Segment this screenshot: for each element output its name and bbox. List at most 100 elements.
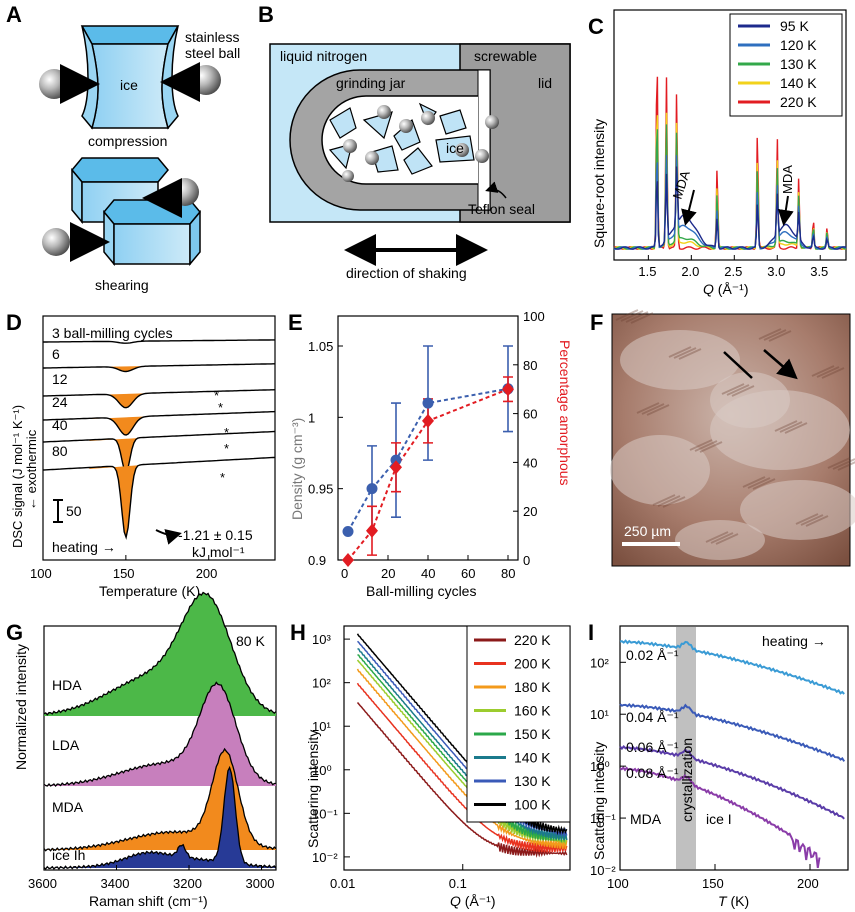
shaking-label: direction of shaking [346,265,467,281]
i-curve-1 [619,702,846,762]
mda-arrow-1 [681,189,697,226]
mda-region-label: MDA [630,811,662,827]
panel-g: G 80 K HDA LDA MDA ice Ih Normalized intens… [6,591,277,909]
micrograph-streak-32 [715,533,739,545]
xrd-curve-3 [613,112,847,250]
panel-f-label: F [590,310,603,335]
dsc-peak-fill-4 [89,436,163,473]
panel-d-frame [42,315,276,561]
dsc-cycle-label-0: 3 ball-milling cycles [52,325,173,341]
legend-label-1: 120 K [780,37,817,53]
xrd-curves [613,76,847,250]
panel-d-ylabel-2: ← exothermic [24,429,39,510]
g-tick-label-2: 3200 [173,876,202,891]
crystallization-label: crystallization [679,738,695,822]
h-xtick-label-1: 0.1 [449,876,467,891]
micrograph-streak-35 [646,404,670,416]
liquid-nitrogen-label: liquid nitrogen [280,48,367,64]
c-tick-label-2: 2.5 [724,264,742,279]
mda-annotation-2: MDA [780,165,795,194]
legend-label-2: 130 K [780,56,817,72]
xrd-curve-0 [613,166,847,250]
dsc-asterisk-0: * [214,388,219,403]
micrograph-streak-37 [752,478,776,490]
e-xtick-label-1: 20 [381,566,395,581]
compression-label: compression [88,133,167,149]
e-ltick-label-2: 1 [308,410,315,425]
enthalpy-unit: kJ mol⁻¹ [192,544,245,560]
panel-c-ticks: 1.5 2.0 2.5 3.0 3.5 [638,255,828,279]
saxs-curve-5 [357,647,568,841]
micrograph-streak-15 [726,384,750,396]
dsc-curve-0 [43,339,275,344]
density-point-0 [342,525,354,537]
milling-balls [342,105,499,182]
raman-label-2: MDA [52,799,84,815]
micrograph-streak-8 [811,365,835,377]
panel-d-xlabel: Temperature (K) [99,583,200,599]
intensity-curves [619,639,846,869]
panel-i-frame [619,625,849,871]
panel-e-label: E [288,310,303,335]
micrograph-streak-34 [821,367,845,379]
micrograph-streak-39 [630,312,654,324]
micrograph-streak-26 [625,311,649,323]
heating-label: heating → [52,539,116,555]
h-ytick-label-5: 10³ [312,632,331,647]
micrograph-patch-0 [620,330,740,390]
micrograph-streak-3 [774,420,798,432]
d-tick-label-2: 200 [196,566,218,581]
i-curve-0 [619,639,845,695]
density-point-1 [366,483,378,495]
dsc-asterisk-2: * [224,425,229,440]
teflon-seal [477,69,491,211]
micrograph-streak-21 [816,366,840,378]
micrograph-streak-22 [641,403,665,415]
steel-ball-top [171,178,199,206]
e-ltick-label-3: 1.05 [308,339,333,354]
micrograph-streak-38 [805,515,829,527]
i-xtick-label-2: 200 [797,876,819,891]
dsc-curve-5 [42,456,276,540]
panel-e: E 0.9 0.95 1 1.05 0 20 40 60 80 100 0 20 40 60 80 Dens… [288,309,573,599]
i-curve-3 [619,766,821,869]
panel-d-ylabel: DSC signal (J mol⁻¹ K⁻¹) [10,405,25,548]
micrograph-streak-2 [721,383,745,395]
c-tick-label-4: 3.5 [810,264,828,279]
micrograph-texture [610,309,855,560]
dsc-curves [42,339,276,540]
e-rtick-label-5: 100 [523,309,545,324]
panel-h-ticks: 0.01 0.1 10⁻² 10⁻¹ 10⁰ 10¹ 10² 10³ [312,632,467,891]
panel-c-frame [613,9,847,261]
e-xtick-label-0: 0 [341,566,348,581]
saxs-curve-6 [356,640,568,838]
micrograph-streak-16 [779,421,803,433]
panel-g-ticks: 3600 3400 3200 3000 [28,865,274,891]
xrd-curve-1 [613,155,847,250]
h-legend-label-3: 160 K [514,703,551,719]
micrograph-streak-4 [827,457,851,469]
micrograph-streak-36 [699,441,723,453]
panel-i-xlabel: T (K) [718,893,749,909]
micrograph-streak-13 [620,310,644,322]
h-ytick-label-3: 10¹ [312,719,331,734]
micrograph-streak-7 [758,328,782,340]
dsc-curve-1 [43,363,275,373]
panel-b-label: B [258,2,274,27]
steel-ball-right [191,65,221,95]
dsc-cycle-label-1: 6 [52,346,60,362]
panel-b: B ice liquid nitrogen screwable lid grin… [258,2,571,281]
jar-ice-label: ice [446,140,464,156]
c-tick-label-0: 1.5 [638,264,656,279]
c-tick-label-1: 2.0 [681,264,699,279]
percent-point-0 [342,553,354,567]
panel-e-plot: 0.9 0.95 1 1.05 0 20 40 60 80 100 0 20 40 60 80 [308,309,545,581]
micrograph-arrows [723,349,794,378]
enthalpy-arrow [155,529,182,545]
dsc-asterisk-3: * [224,441,229,456]
h-legend-label-1: 200 K [514,656,551,672]
panel-h: H 220 K 200 K 180 K 160 K 150 K 140 K 130 K 100… [290,620,571,909]
percent-point-2 [390,460,402,475]
h-legend-label-7: 100 K [514,797,551,813]
